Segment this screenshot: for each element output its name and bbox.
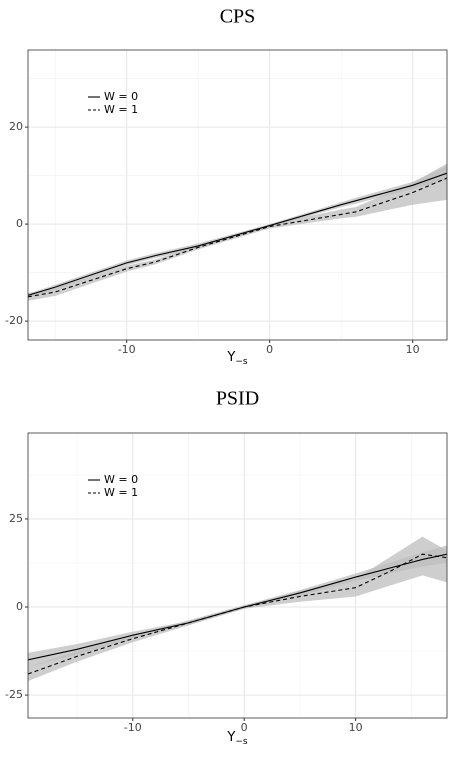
panel-border (27, 49, 448, 341)
line (28, 553, 447, 675)
x-axis-label-main: Y (226, 350, 235, 365)
x-tick-label: -10 (118, 343, 136, 356)
x-axis-label-sub: −s (235, 357, 248, 367)
panel-border (27, 432, 448, 719)
y-tick-label: 0 (16, 217, 23, 230)
y-tick-label: 25 (9, 512, 23, 525)
chart: PSID -10 0 10 -25 0 25 W = 0W = 1 Y−s (5, 388, 448, 747)
legend-label: W = 1 (104, 486, 138, 499)
line (28, 553, 447, 661)
chart-title: PSID (216, 388, 259, 410)
line (28, 172, 447, 296)
x-axis-label: Y−s (226, 730, 247, 747)
chart: CPS -10 0 10 -20 0 20 W = 0W = 1 Y−s (5, 6, 448, 367)
x-tick-label: -10 (124, 721, 142, 734)
legend-label: W = 0 (104, 90, 138, 103)
x-axis-label-sub: −s (235, 737, 248, 747)
x-tick-label: 0 (266, 343, 273, 356)
chart-title: CPS (220, 6, 256, 28)
y-tick-label: -20 (5, 314, 23, 327)
x-axis-label: Y−s (226, 350, 247, 367)
line (28, 177, 447, 298)
legend-label: W = 1 (104, 103, 138, 116)
plot-area (28, 536, 447, 682)
y-tick-label: 20 (9, 120, 23, 133)
y-tick-label: -25 (5, 688, 23, 701)
x-axis-label-main: Y (226, 730, 235, 745)
confidence-band (28, 163, 447, 301)
plot-area (28, 163, 447, 301)
x-tick-label: 10 (406, 343, 420, 356)
x-tick-label: 10 (349, 721, 363, 734)
x-tick-label: 0 (241, 721, 248, 734)
legend-label: W = 0 (104, 473, 138, 486)
y-tick-label: 0 (16, 600, 23, 613)
